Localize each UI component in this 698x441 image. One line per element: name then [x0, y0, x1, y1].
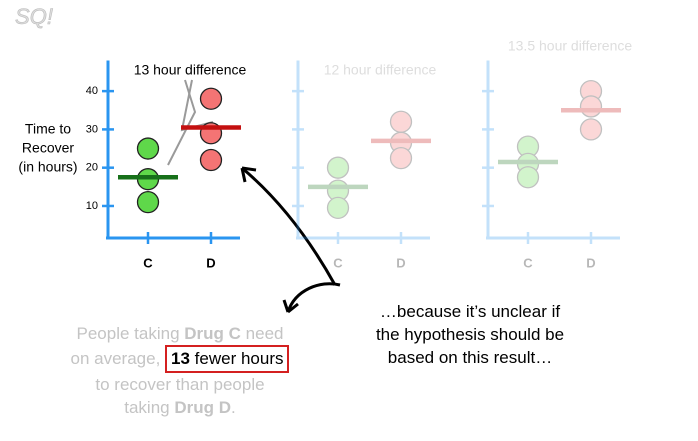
data-point [199, 87, 223, 110]
data-point [579, 79, 603, 103]
note: …because it’s unclear if the hypothesis … [330, 300, 610, 369]
data-point [326, 156, 350, 179]
arrow-head [282, 299, 299, 314]
y-axis-label: Time to [25, 121, 71, 137]
annotation-arrows [167, 79, 214, 166]
data-point [579, 118, 603, 141]
note-line: based on this result… [387, 348, 553, 367]
x-tick-label: D [396, 255, 405, 270]
y-tick-label: 40 [86, 85, 98, 97]
arrow [180, 79, 214, 132]
text: taking [124, 398, 175, 417]
data-point [199, 148, 223, 172]
caption-line: to recover than people [95, 375, 265, 394]
text: fewer hours [189, 349, 284, 368]
arrow-head [240, 166, 257, 183]
data-point [136, 137, 160, 160]
text: Drug C [184, 324, 241, 343]
chart: 13.5 hour difference C D [482, 38, 632, 270]
y-tick-label: 30 [86, 123, 98, 135]
data-point [516, 152, 540, 176]
caption-line: on average, 13 fewer hours [30, 345, 330, 373]
text: . [231, 398, 236, 417]
data-point [326, 196, 350, 220]
data-point [326, 179, 350, 202]
data-point [516, 166, 540, 189]
x-tick-label: C [523, 255, 533, 270]
caption-line: People taking Drug C need [30, 322, 330, 345]
text: on average, [70, 349, 166, 368]
note-line: …because it’s unclear if [379, 302, 561, 321]
caption-line: taking Drug D. [30, 396, 330, 419]
highlight-box: 13 fewer hours [165, 345, 290, 373]
text: need [240, 324, 284, 343]
caption: People taking Drug C need on average, 13… [30, 322, 330, 419]
big-arrows [240, 166, 341, 314]
data-point [389, 146, 413, 170]
arrow [241, 166, 337, 286]
y-tick-label: 20 [86, 162, 98, 174]
x-tick-label: D [586, 255, 595, 270]
chart: 10 20 30 40 Time to Recover (in hours) 13 hour … [18, 60, 247, 270]
y-axis-label: Recover [22, 140, 74, 156]
data-point [579, 95, 603, 118]
x-tick-label: C [333, 255, 343, 270]
data-point [516, 135, 540, 158]
chart: 12 hour difference C D [292, 60, 437, 270]
note-line: the hypothesis should be [375, 325, 565, 344]
text: People taking [76, 324, 185, 343]
chart-title: 13 hour difference [134, 62, 247, 78]
data-point [136, 190, 160, 214]
data-point [389, 110, 413, 133]
arrow [286, 282, 341, 313]
arrow [167, 79, 197, 166]
y-tick-label: 10 [86, 200, 98, 212]
chart-title: 12 hour difference [324, 62, 437, 78]
text: Drug D [174, 398, 232, 417]
data-point [389, 131, 413, 154]
logo: SQ! [15, 4, 53, 29]
x-tick-label: C [143, 255, 153, 270]
chart-title: 13.5 hour difference [508, 38, 632, 54]
x-tick-label: D [206, 255, 215, 270]
y-axis-label: (in hours) [18, 159, 77, 175]
text: 13 [171, 349, 190, 368]
